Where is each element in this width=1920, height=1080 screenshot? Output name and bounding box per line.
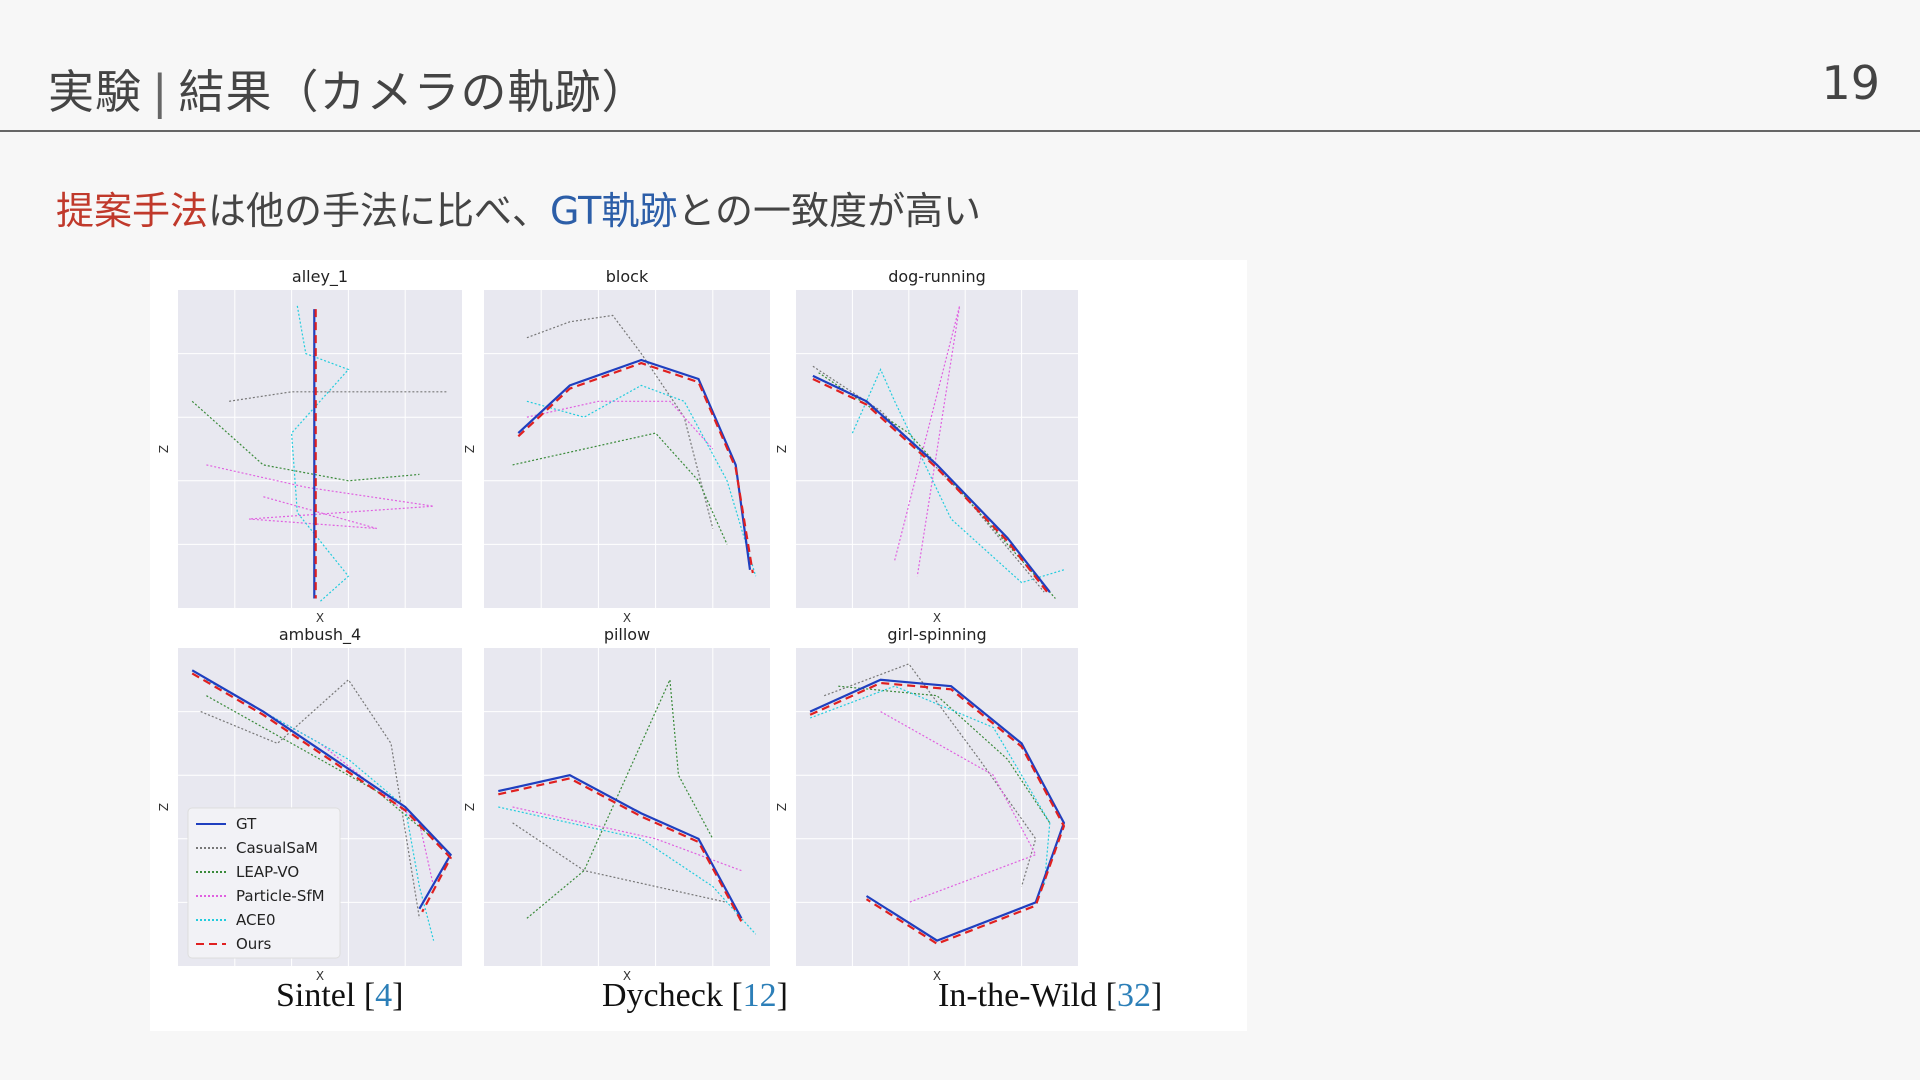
x-axis-label: X bbox=[316, 969, 324, 983]
series-line-particle-sfm bbox=[526, 400, 714, 450]
legend-label: Particle-SfM bbox=[236, 887, 325, 905]
plot-area bbox=[796, 290, 1078, 608]
caption-bracket-open: [ bbox=[355, 977, 376, 1014]
plot-panel-pillow: pillow X Z bbox=[463, 625, 770, 983]
subtitle-text-2: との一致度が高い bbox=[677, 189, 981, 233]
panel-title: alley_1 bbox=[292, 267, 348, 287]
series-line-casualsam bbox=[812, 365, 1045, 593]
x-axis-label: X bbox=[316, 611, 324, 625]
series-line-gt bbox=[809, 678, 1066, 942]
series-line-ours bbox=[191, 672, 452, 913]
series-line-particle-sfm bbox=[206, 464, 434, 530]
series-line-casualsam bbox=[200, 678, 420, 919]
caption-sintel: Sintel [4] bbox=[276, 977, 404, 1015]
caption-bracket-close: ] bbox=[1150, 977, 1163, 1014]
series-line-particle-sfm bbox=[894, 305, 961, 577]
slide-title: 実験 | 結果（カメラの軌跡） bbox=[48, 56, 649, 122]
series-line-leap-vo bbox=[512, 432, 728, 545]
series-line-ace0 bbox=[526, 384, 757, 577]
plot-panel-block: block X Z bbox=[463, 267, 770, 625]
series-line-leap-vo bbox=[206, 695, 434, 840]
caption-bracket-open: [ bbox=[722, 977, 743, 1014]
caption-bracket-close: ] bbox=[776, 977, 788, 1014]
series-line-gt bbox=[498, 774, 743, 919]
series-line-ace0 bbox=[851, 368, 1065, 584]
y-axis-label: Z bbox=[157, 803, 171, 811]
series-line-particle-sfm bbox=[512, 806, 742, 872]
caption-in-the-wild-ref[interactable]: 32 bbox=[1116, 977, 1151, 1014]
series-line-gt bbox=[191, 669, 452, 910]
panel-title: girl-spinning bbox=[887, 625, 986, 644]
series-line-casualsam bbox=[526, 314, 714, 529]
caption-bracket-close: ] bbox=[392, 977, 404, 1014]
series-line-leap-vo bbox=[838, 685, 1051, 824]
legend-label: GT bbox=[236, 815, 257, 833]
plot-panel-dog-running: dog-running X Z bbox=[775, 267, 1078, 625]
x-axis-label: X bbox=[623, 611, 631, 625]
title-main: 実験 bbox=[48, 65, 142, 119]
series-line-particle-sfm bbox=[880, 711, 1037, 903]
plot-panel-girl-spinning: girl-spinning X Z bbox=[775, 625, 1078, 983]
series-line-casualsam bbox=[229, 391, 448, 402]
plot-area bbox=[796, 648, 1078, 966]
series-line-gt bbox=[812, 374, 1051, 593]
page-number: 19 bbox=[1821, 56, 1880, 110]
caption-bracket-open: [ bbox=[1097, 977, 1117, 1014]
slide-subtitle: 提案手法は他の手法に比べ、GT軌跡との一致度が高い bbox=[56, 180, 981, 235]
trajectory-plots-svg: alley_1XZblockXZdog-runningXZambush_4XZp… bbox=[157, 267, 1078, 983]
caption-dycheck-name: Dycheck bbox=[602, 977, 723, 1014]
plot-area bbox=[484, 290, 770, 608]
panel-title: ambush_4 bbox=[279, 625, 361, 645]
subtitle-text-1: は他の手法に比べ、 bbox=[208, 189, 551, 233]
plot-panel-alley_1: alley_1 X Z bbox=[157, 267, 462, 625]
series-line-ours bbox=[517, 361, 754, 574]
chart-legend: GT CasualSaM LEAP-VO Particle-SfM ACE0 Ours bbox=[187, 807, 341, 959]
caption-sintel-name: Sintel bbox=[276, 977, 356, 1014]
series-line-ace0 bbox=[809, 685, 1051, 887]
y-axis-label: Z bbox=[463, 803, 477, 811]
subtitle-highlight-gt: GT軌跡 bbox=[550, 189, 678, 233]
panel-title: block bbox=[606, 267, 649, 286]
x-axis-label: X bbox=[933, 969, 941, 983]
y-axis-label: Z bbox=[463, 445, 477, 453]
legend-label: CasualSaM bbox=[236, 839, 318, 857]
caption-in-the-wild: In-the-Wild [32] bbox=[938, 977, 1162, 1015]
series-line-casualsam bbox=[823, 663, 1037, 887]
series-line-leap-vo bbox=[526, 677, 714, 919]
title-sub: 結果（カメラの軌跡） bbox=[178, 65, 649, 119]
series-line-ours bbox=[812, 378, 1051, 596]
x-axis-label: X bbox=[623, 969, 631, 983]
slide-header: 実験 | 結果（カメラの軌跡） 19 bbox=[0, 0, 1920, 132]
series-line-ours bbox=[809, 681, 1066, 945]
series-line-ace0 bbox=[498, 806, 757, 935]
series-line-ace0 bbox=[290, 305, 350, 603]
caption-dycheck-ref[interactable]: 12 bbox=[742, 977, 777, 1014]
x-axis-label: X bbox=[933, 611, 941, 625]
y-axis-label: Z bbox=[775, 803, 789, 811]
series-line-leap-vo bbox=[191, 400, 420, 482]
y-axis-label: Z bbox=[157, 445, 171, 453]
caption-in-the-wild-name: In-the-Wild bbox=[938, 977, 1098, 1014]
legend-label: ACE0 bbox=[236, 911, 276, 929]
caption-dycheck: Dycheck [12] bbox=[602, 977, 788, 1015]
panel-title: pillow bbox=[604, 625, 650, 644]
subtitle-highlight-method: 提案手法 bbox=[56, 189, 209, 233]
series-line-ours bbox=[498, 777, 743, 923]
legend-label: Ours bbox=[236, 935, 271, 953]
legend-label: LEAP-VO bbox=[236, 863, 299, 881]
panel-title: dog-running bbox=[888, 267, 986, 286]
y-axis-label: Z bbox=[775, 445, 789, 453]
plot-area bbox=[178, 290, 462, 608]
title-separator: | bbox=[152, 65, 169, 119]
caption-sintel-ref[interactable]: 4 bbox=[375, 977, 393, 1014]
